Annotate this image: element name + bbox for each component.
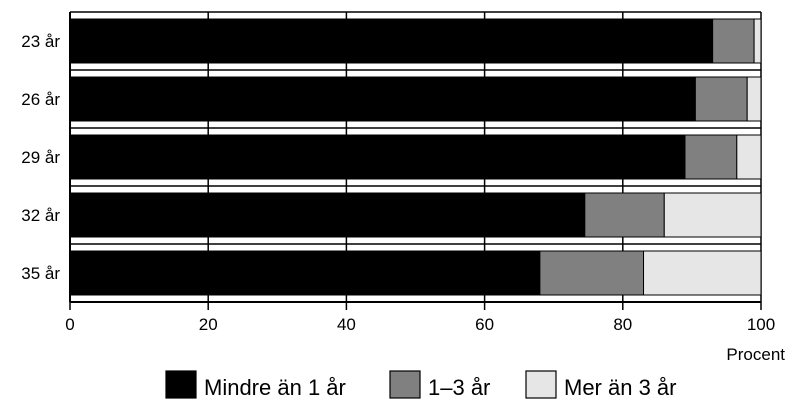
- bar-segment: [736, 134, 762, 180]
- x-tick-label: 0: [65, 315, 74, 334]
- legend-label: Mer än 3 år: [564, 375, 677, 399]
- bar-segment: [753, 18, 762, 64]
- bar-segment: [643, 250, 762, 296]
- legend-label: Mindre än 1 år: [204, 375, 346, 399]
- bar-segment: [69, 192, 586, 238]
- legend-swatch: [389, 370, 421, 399]
- bar-segment: [746, 76, 762, 122]
- category-label: 32 år: [21, 206, 60, 225]
- x-tick-label: 80: [613, 315, 632, 334]
- category-label: 23 år: [21, 32, 60, 51]
- bar-segment: [663, 192, 762, 238]
- category-label: 35 år: [21, 264, 60, 283]
- bar-segment: [539, 250, 645, 296]
- bar-segment: [712, 18, 755, 64]
- x-tick-label: 60: [475, 315, 494, 334]
- bar-segment: [584, 192, 665, 238]
- bar-segment: [69, 76, 696, 122]
- x-tick-label: 40: [337, 315, 356, 334]
- legend-label: 1–3 år: [428, 375, 490, 399]
- legend: Mindre än 1 år 1–3 år Mer än 3 år: [165, 370, 677, 399]
- x-tick-label: 20: [199, 315, 218, 334]
- bar-segment: [69, 250, 541, 296]
- legend-swatch: [165, 370, 197, 399]
- category-label: 29 år: [21, 148, 60, 167]
- legend-swatch: [525, 370, 557, 399]
- bar-segment: [69, 134, 686, 180]
- bar-group: [69, 18, 762, 296]
- bar-segment: [694, 76, 748, 122]
- x-axis-label: Procent: [726, 345, 785, 364]
- bar-segment: [684, 134, 738, 180]
- category-label: 26 år: [21, 90, 60, 109]
- bar-segment: [69, 18, 714, 64]
- axes: 23 år 26 år 29 år 32 år 35 år 0 20 40 60 80 100 Pro…: [21, 12, 785, 364]
- x-tick-label: 100: [747, 315, 775, 334]
